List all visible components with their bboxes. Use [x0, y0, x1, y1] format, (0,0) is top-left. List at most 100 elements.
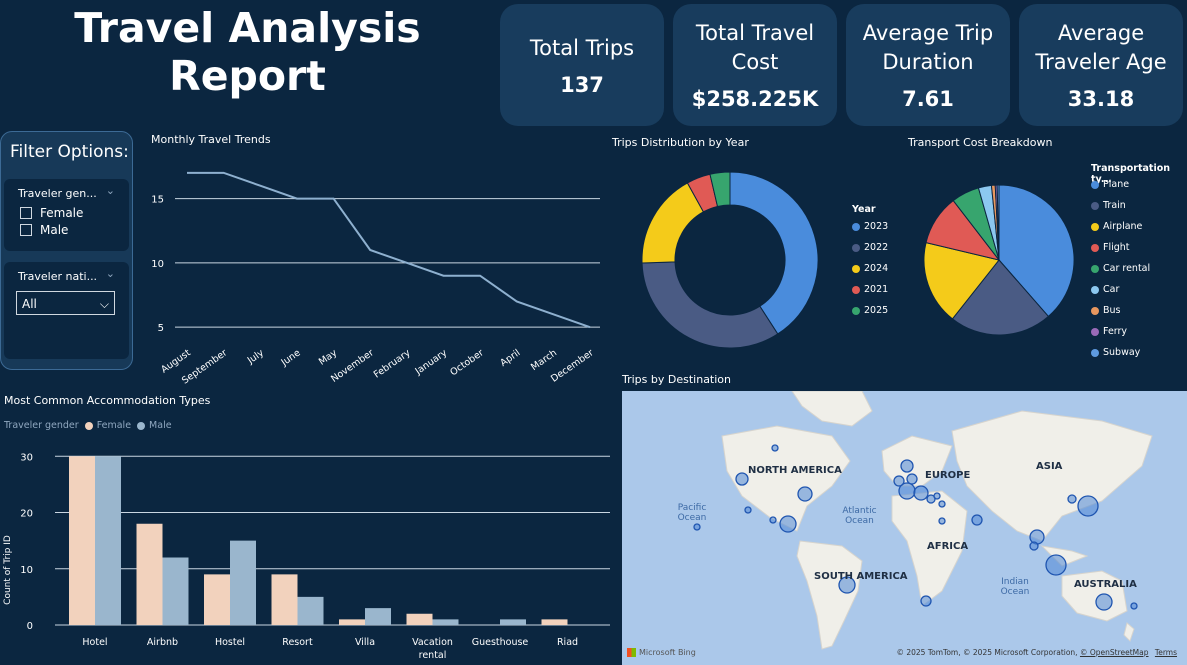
legend-item[interactable]: Car — [1091, 284, 1119, 295]
legend-dot — [1091, 285, 1099, 294]
bar-female — [406, 613, 433, 625]
checkbox-male[interactable]: Male — [20, 223, 68, 237]
kpi-label: Total Travel Cost — [695, 21, 815, 74]
kpi-value: 137 — [560, 72, 604, 97]
bar-female — [136, 523, 163, 625]
x-tick-label: May — [317, 347, 340, 367]
kpi-value: 33.18 — [1067, 87, 1135, 111]
legend-item[interactable]: Plane — [1091, 179, 1129, 190]
map-land — [693, 391, 1153, 650]
y-tick-label: 15 — [151, 195, 164, 206]
map-bubble — [779, 515, 797, 533]
pie-slice — [998, 184, 1075, 318]
legend-item[interactable]: 2021 — [852, 284, 888, 295]
legend-dot — [852, 306, 860, 315]
map-bubble — [1095, 593, 1113, 611]
pie-slice — [709, 171, 731, 208]
checkbox-icon — [20, 207, 32, 219]
kpi-card-avg-duration[interactable]: Average Trip Duration 7.61 — [846, 4, 1010, 126]
bar-male — [365, 608, 391, 625]
legend-label: Car — [1103, 284, 1120, 295]
map-bubble — [1045, 554, 1067, 576]
x-tick-label: Vacation — [412, 637, 453, 648]
nationality-dropdown[interactable]: All ⌵ — [16, 291, 115, 315]
legend-dot — [1091, 264, 1099, 273]
legend-label: Ferry — [1103, 326, 1128, 337]
legend-item[interactable]: Bus — [1091, 305, 1121, 316]
kpi-card-avg-age[interactable]: Average Traveler Age 33.18 — [1019, 4, 1183, 126]
x-tick-label: rental — [419, 650, 447, 661]
legend-item[interactable]: Car rental — [1091, 263, 1150, 274]
ocean-label: Indian Ocean — [1000, 577, 1030, 597]
map-bubble — [744, 506, 752, 514]
kpi-card-total-cost[interactable]: Total Travel Cost $258.225K — [673, 4, 837, 126]
dropdown-value: All — [22, 297, 37, 311]
legend-female-dot — [84, 421, 93, 430]
y-tick-label: 0 — [27, 621, 33, 632]
legend-item[interactable]: Subway — [1091, 347, 1140, 358]
legend-dot — [1091, 243, 1099, 252]
legend-item[interactable]: 2022 — [852, 242, 888, 253]
legend-dot — [852, 243, 860, 252]
gender-slicer-label: Traveler gen... — [18, 187, 97, 200]
bar-legend-title: Traveler gender — [4, 420, 79, 431]
bar-male — [432, 619, 459, 625]
x-tick-label: Guesthouse — [472, 637, 529, 648]
bar-female — [541, 619, 568, 625]
bar-chart: Count of Trip ID 0 10 20 30 Hotel Airbnb Host… — [3, 452, 610, 661]
bing-logo: Microsoft Bing — [627, 648, 696, 657]
legend-label: Subway — [1103, 347, 1141, 358]
pie-slice — [641, 261, 779, 349]
legend-label: Bus — [1103, 305, 1121, 316]
map-bubble — [938, 500, 946, 508]
legend-label: Car rental — [1103, 263, 1151, 274]
x-tick-label: Resort — [282, 637, 313, 648]
legend-label: 2022 — [864, 242, 889, 253]
legend-label: Train — [1103, 200, 1126, 211]
checkbox-female[interactable]: Female — [20, 206, 83, 220]
x-tick-label: January — [413, 347, 450, 377]
legend-dot — [1091, 327, 1099, 336]
bar-y-axis-label: Count of Trip ID — [3, 535, 13, 605]
bar-chart-title: Most Common Accommodation Types — [4, 394, 211, 407]
destination-map[interactable]: NORTH AMERICA EUROPE ASIA AFRICA SOUTH A… — [622, 391, 1187, 665]
bar-male — [297, 596, 324, 625]
kpi-card-total-trips[interactable]: Total Trips 137 — [500, 4, 664, 126]
legend-item[interactable]: 2025 — [852, 305, 888, 316]
legend-male-dot — [137, 421, 146, 430]
legend-item[interactable]: Ferry — [1091, 326, 1127, 337]
map-bubble — [735, 472, 749, 486]
map-bubble — [771, 444, 779, 452]
map-provider: Microsoft Bing — [639, 648, 696, 657]
terms-link[interactable]: Terms — [1154, 648, 1177, 657]
map-bubble — [1029, 541, 1039, 551]
donut-chart-title: Trips Distribution by Year — [612, 136, 749, 149]
legend-item[interactable]: Train — [1091, 200, 1126, 211]
donut-legend-title: Year — [852, 204, 876, 215]
x-tick-label: Riad — [557, 637, 578, 648]
osm-link[interactable]: © OpenStreetMap — [1079, 648, 1149, 657]
microsoft-icon — [627, 648, 636, 657]
map-bubble — [920, 595, 932, 607]
nationality-slicer: Traveler nati... ⌄ All ⌵ — [4, 262, 129, 359]
legend-male-label: Male — [149, 420, 172, 431]
chevron-down-icon[interactable]: ⌄ — [105, 267, 115, 280]
checkbox-icon — [20, 224, 32, 236]
pie-chart-title: Transport Cost Breakdown — [908, 136, 1053, 149]
legend-label: 2025 — [864, 305, 889, 316]
checkbox-label: Male — [40, 223, 69, 237]
map-bubble — [693, 523, 701, 531]
legend-item[interactable]: Flight — [1091, 242, 1130, 253]
bar-female — [69, 456, 95, 625]
legend-item[interactable]: 2023 — [852, 221, 888, 232]
chevron-down-icon[interactable]: ⌄ — [105, 184, 115, 197]
kpi-label: Average Traveler Age — [1035, 21, 1167, 74]
map-bubble — [893, 475, 905, 487]
map-bubble — [797, 486, 813, 502]
legend-label: Airplane — [1103, 221, 1143, 232]
legend-item[interactable]: Airplane — [1091, 221, 1142, 232]
pie-chart — [923, 184, 1075, 336]
bar-female — [271, 574, 298, 625]
bar-female — [339, 619, 365, 625]
legend-item[interactable]: 2024 — [852, 263, 888, 274]
